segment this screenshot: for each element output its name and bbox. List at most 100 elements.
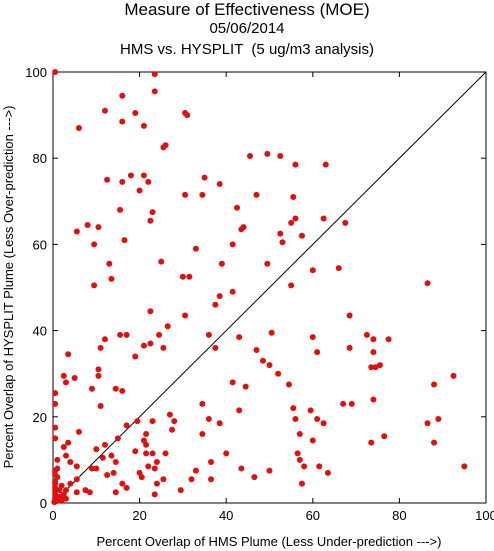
data-point xyxy=(320,215,327,222)
data-point xyxy=(346,344,353,351)
data-point xyxy=(60,443,67,450)
data-point xyxy=(223,450,230,457)
chart-subtitle: HMS vs. HYSPLIT (5 ug/m3 analysis) xyxy=(120,41,374,58)
data-point xyxy=(294,450,301,457)
y-axis-label: Percent Overlap of HYSPLIT Plume (Less O… xyxy=(1,106,16,469)
data-point xyxy=(62,495,69,502)
data-point xyxy=(208,476,215,483)
data-point xyxy=(112,385,119,392)
data-point xyxy=(368,364,375,371)
data-point xyxy=(435,415,442,422)
data-point xyxy=(277,230,284,237)
data-point xyxy=(52,390,59,397)
data-point xyxy=(123,484,130,491)
data-point xyxy=(95,224,102,231)
data-point xyxy=(320,420,327,427)
data-point xyxy=(238,465,245,472)
data-point xyxy=(158,258,165,265)
reference-diagonal-line xyxy=(52,71,487,504)
data-point xyxy=(160,344,167,351)
data-point xyxy=(348,400,355,407)
data-point xyxy=(288,219,295,226)
data-point xyxy=(114,435,121,442)
data-point xyxy=(370,396,377,403)
data-point xyxy=(370,349,377,356)
y-tick-label: 80 xyxy=(33,151,47,166)
data-point xyxy=(52,480,59,487)
y-tick-label: 0 xyxy=(40,496,47,511)
data-point xyxy=(292,415,299,422)
data-point xyxy=(52,487,59,494)
data-point xyxy=(153,480,160,487)
data-point xyxy=(140,342,147,349)
data-point xyxy=(145,463,152,470)
data-point xyxy=(143,441,150,448)
x-tick-label: 100 xyxy=(475,508,494,523)
data-point xyxy=(62,379,69,386)
data-point xyxy=(268,329,275,336)
data-point xyxy=(143,450,150,457)
data-point xyxy=(101,336,108,343)
data-point xyxy=(212,344,219,351)
data-point xyxy=(385,336,392,343)
data-point xyxy=(132,448,139,455)
data-point xyxy=(424,280,431,287)
data-point xyxy=(147,308,154,315)
data-point xyxy=(205,415,212,422)
data-point xyxy=(147,340,154,347)
data-point xyxy=(52,467,59,474)
x-tick-label: 0 xyxy=(49,508,56,523)
data-point xyxy=(52,400,59,407)
data-point xyxy=(151,491,158,498)
data-point xyxy=(292,215,299,222)
data-point xyxy=(71,375,78,382)
data-point xyxy=(184,112,191,119)
data-point xyxy=(160,144,167,151)
data-point xyxy=(216,420,223,427)
data-point xyxy=(229,288,236,295)
data-point xyxy=(314,349,321,356)
data-point xyxy=(376,362,383,369)
data-point xyxy=(119,178,126,185)
data-point xyxy=(182,191,189,198)
data-point xyxy=(162,450,169,457)
data-point xyxy=(73,228,80,235)
data-point xyxy=(301,463,308,470)
chart-date: 05/06/2014 xyxy=(209,20,285,37)
data-point xyxy=(431,381,438,388)
y-axis-ticks: 0 20 40 60 80 100 xyxy=(25,65,486,511)
data-point xyxy=(363,331,370,338)
x-tick-label: 20 xyxy=(132,508,146,523)
data-point xyxy=(164,323,171,330)
y-tick-label: 60 xyxy=(33,237,47,252)
data-point xyxy=(160,476,167,483)
data-point xyxy=(88,465,95,472)
data-point xyxy=(424,420,431,427)
data-point xyxy=(201,174,208,181)
data-point xyxy=(62,452,69,459)
data-point xyxy=(188,476,195,483)
data-point xyxy=(153,459,160,466)
data-point xyxy=(205,331,212,338)
data-point xyxy=(91,282,98,289)
data-point xyxy=(97,344,104,351)
data-point xyxy=(93,465,100,472)
data-point xyxy=(316,463,323,470)
data-point xyxy=(450,372,457,379)
x-tick-label: 40 xyxy=(219,508,233,523)
y-tick-label: 20 xyxy=(33,410,47,425)
data-point xyxy=(91,241,98,248)
x-tick-label: 80 xyxy=(392,508,406,523)
data-point xyxy=(97,403,104,410)
data-point xyxy=(322,161,329,168)
data-point xyxy=(298,232,305,239)
data-point xyxy=(177,487,184,494)
plot-frame xyxy=(52,71,487,504)
data-point xyxy=(264,260,271,267)
data-point xyxy=(279,239,286,246)
data-points xyxy=(51,69,468,506)
data-point xyxy=(65,439,72,446)
data-point xyxy=(51,499,58,506)
data-point xyxy=(67,459,74,466)
